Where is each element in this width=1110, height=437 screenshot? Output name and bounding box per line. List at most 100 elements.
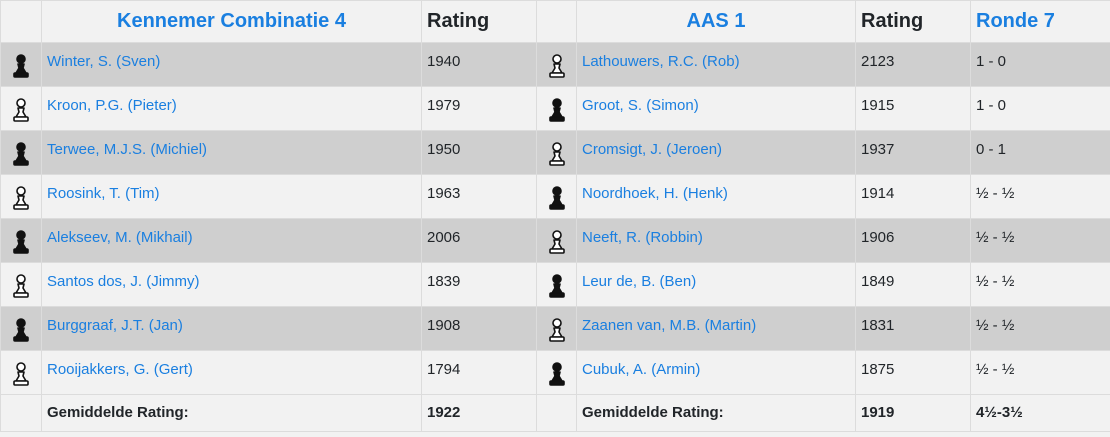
player-home-link[interactable]: Santos dos, J. (Jimmy) xyxy=(47,273,200,290)
player-away-link[interactable]: Noordhoek, H. (Henk) xyxy=(582,185,728,202)
color-home-cell xyxy=(0,86,42,131)
board-row: Kroon, P.G. (Pieter) 1979 Groot, S. (Simon… xyxy=(0,86,1110,131)
player-home-cell: Roosink, T. (Tim) xyxy=(41,174,422,219)
rating-away: 1915 xyxy=(855,86,971,131)
rating-away: 1914 xyxy=(855,174,971,219)
black-pawn-icon xyxy=(11,54,31,83)
color-home-cell xyxy=(0,130,42,175)
player-away-cell: Zaanen van, M.B. (Martin) xyxy=(576,306,856,351)
player-away-link[interactable]: Cromsigt, J. (Jeroen) xyxy=(582,141,723,158)
white-pawn-icon xyxy=(11,362,31,391)
white-pawn-icon xyxy=(547,54,567,83)
game-result: 1 - 0 xyxy=(970,86,1110,131)
player-home-cell: Burggraaf, J.T. (Jan) xyxy=(41,306,422,351)
color-away-cell xyxy=(536,86,577,131)
average-rating-label-away: Gemiddelde Rating: xyxy=(576,394,856,432)
player-home-link[interactable]: Roosink, T. (Tim) xyxy=(47,185,160,202)
game-result: 1 - 0 xyxy=(970,42,1110,87)
average-rating-away: 1919 xyxy=(855,394,971,432)
player-away-cell: Groot, S. (Simon) xyxy=(576,86,856,131)
player-away-link[interactable]: Neeft, R. (Robbin) xyxy=(582,229,703,246)
player-home-cell: Kroon, P.G. (Pieter) xyxy=(41,86,422,131)
player-away-link[interactable]: Lathouwers, R.C. (Rob) xyxy=(582,53,740,70)
player-away-link[interactable]: Cubuk, A. (Armin) xyxy=(582,361,701,378)
board-row: Terwee, M.J.S. (Michiel) 1950 Cromsigt, J.… xyxy=(0,130,1110,175)
average-rating-row: Gemiddelde Rating: 1922 Gemiddelde Ratin… xyxy=(0,394,1110,432)
color-away-cell xyxy=(536,42,577,87)
rating-home: 1940 xyxy=(421,42,537,87)
white-pawn-icon xyxy=(11,98,31,127)
player-home-link[interactable]: Rooijakkers, G. (Gert) xyxy=(47,361,193,378)
header-row: Kennemer Combinatie 4 Rating AAS 1 Ratin… xyxy=(0,0,1110,43)
player-away-cell: Noordhoek, H. (Henk) xyxy=(576,174,856,219)
black-pawn-icon xyxy=(547,98,567,127)
player-home-link[interactable]: Burggraaf, J.T. (Jan) xyxy=(47,317,183,334)
rating-home: 1950 xyxy=(421,130,537,175)
black-pawn-icon xyxy=(547,186,567,215)
round-title[interactable]: Ronde 7 xyxy=(970,0,1110,43)
black-pawn-icon xyxy=(11,230,31,259)
footer-spacer-away xyxy=(536,394,577,432)
board-row: Rooijakkers, G. (Gert) 1794 Cubuk, A. (Arm… xyxy=(0,350,1110,395)
rating-away: 1831 xyxy=(855,306,971,351)
black-pawn-icon xyxy=(547,274,567,303)
footer-spacer-home xyxy=(0,394,42,432)
white-pawn-icon xyxy=(547,230,567,259)
white-pawn-icon xyxy=(547,142,567,171)
player-home-cell: Terwee, M.J.S. (Michiel) xyxy=(41,130,422,175)
board-row: Alekseev, M. (Mikhail) 2006 Neeft, R. (Rob… xyxy=(0,218,1110,263)
rating-home: 1963 xyxy=(421,174,537,219)
rating-away: 1906 xyxy=(855,218,971,263)
rating-home: 1908 xyxy=(421,306,537,351)
total-match-result: 4½-3½ xyxy=(970,394,1110,432)
player-away-cell: Leur de, B. (Ben) xyxy=(576,262,856,307)
player-home-cell: Alekseev, M. (Mikhail) xyxy=(41,218,422,263)
player-away-link[interactable]: Zaanen van, M.B. (Martin) xyxy=(582,317,757,334)
player-home-cell: Santos dos, J. (Jimmy) xyxy=(41,262,422,307)
player-away-cell: Cromsigt, J. (Jeroen) xyxy=(576,130,856,175)
player-home-link[interactable]: Terwee, M.J.S. (Michiel) xyxy=(47,141,208,158)
player-home-link[interactable]: Winter, S. (Sven) xyxy=(47,53,161,70)
board-row: Winter, S. (Sven) 1940 Lathouwers, R.C. (R… xyxy=(0,42,1110,87)
header-icon-spacer-away xyxy=(536,0,577,43)
color-home-cell xyxy=(0,42,42,87)
player-away-link[interactable]: Leur de, B. (Ben) xyxy=(582,273,697,290)
player-home-cell: Winter, S. (Sven) xyxy=(41,42,422,87)
white-pawn-icon xyxy=(11,186,31,215)
game-result: ½ - ½ xyxy=(970,262,1110,307)
average-rating-home: 1922 xyxy=(421,394,537,432)
player-away-cell: Neeft, R. (Robbin) xyxy=(576,218,856,263)
color-home-cell xyxy=(0,262,42,307)
color-away-cell xyxy=(536,350,577,395)
color-home-cell xyxy=(0,174,42,219)
black-pawn-icon xyxy=(11,318,31,347)
color-home-cell xyxy=(0,306,42,351)
team-away-title[interactable]: AAS 1 xyxy=(576,0,856,43)
player-away-cell: Cubuk, A. (Armin) xyxy=(576,350,856,395)
rating-away: 1849 xyxy=(855,262,971,307)
board-row: Santos dos, J. (Jimmy) 1839 Leur de, B. (B… xyxy=(0,262,1110,307)
game-result: 0 - 1 xyxy=(970,130,1110,175)
player-home-link[interactable]: Alekseev, M. (Mikhail) xyxy=(47,229,193,246)
player-home-link[interactable]: Kroon, P.G. (Pieter) xyxy=(47,97,177,114)
color-away-cell xyxy=(536,218,577,263)
color-away-cell xyxy=(536,262,577,307)
white-pawn-icon xyxy=(11,274,31,303)
player-away-link[interactable]: Groot, S. (Simon) xyxy=(582,97,699,114)
game-result: ½ - ½ xyxy=(970,174,1110,219)
team-home-title[interactable]: Kennemer Combinatie 4 xyxy=(41,0,422,43)
rating-away: 1937 xyxy=(855,130,971,175)
game-result: ½ - ½ xyxy=(970,306,1110,351)
rating-away: 1875 xyxy=(855,350,971,395)
rating-home: 1794 xyxy=(421,350,537,395)
rating-home: 1979 xyxy=(421,86,537,131)
color-away-cell xyxy=(536,130,577,175)
header-icon-spacer-home xyxy=(0,0,42,43)
color-away-cell xyxy=(536,306,577,351)
board-row: Burggraaf, J.T. (Jan) 1908 Zaanen van, M.B… xyxy=(0,306,1110,351)
color-home-cell xyxy=(0,350,42,395)
board-row: Roosink, T. (Tim) 1963 Noordhoek, H. (Henk… xyxy=(0,174,1110,219)
player-away-cell: Lathouwers, R.C. (Rob) xyxy=(576,42,856,87)
white-pawn-icon xyxy=(547,318,567,347)
